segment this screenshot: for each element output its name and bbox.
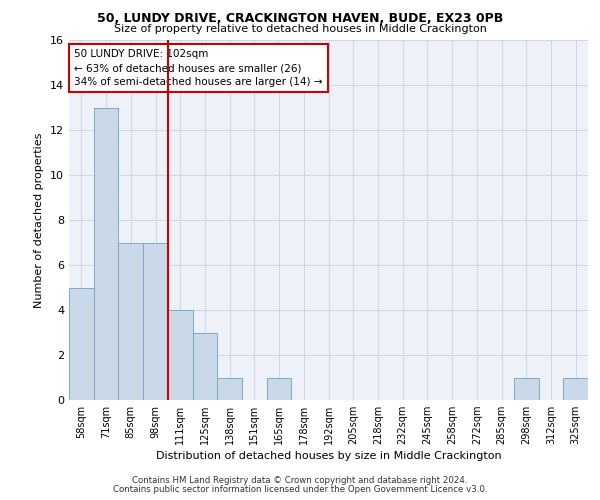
Text: 50, LUNDY DRIVE, CRACKINGTON HAVEN, BUDE, EX23 0PB: 50, LUNDY DRIVE, CRACKINGTON HAVEN, BUDE… [97, 12, 503, 26]
Text: Contains HM Land Registry data © Crown copyright and database right 2024.: Contains HM Land Registry data © Crown c… [132, 476, 468, 485]
Text: Contains public sector information licensed under the Open Government Licence v3: Contains public sector information licen… [113, 485, 487, 494]
Text: 50 LUNDY DRIVE: 102sqm
← 63% of detached houses are smaller (26)
34% of semi-det: 50 LUNDY DRIVE: 102sqm ← 63% of detached… [74, 49, 323, 87]
Bar [193, 332, 217, 400]
Bar [168, 310, 193, 400]
Bar [69, 288, 94, 400]
Bar [118, 242, 143, 400]
X-axis label: Distribution of detached houses by size in Middle Crackington: Distribution of detached houses by size … [155, 452, 502, 462]
Bar [143, 242, 168, 400]
Bar [267, 378, 292, 400]
Bar [563, 378, 588, 400]
Bar [514, 378, 539, 400]
Text: Size of property relative to detached houses in Middle Crackington: Size of property relative to detached ho… [113, 24, 487, 34]
Bar [217, 378, 242, 400]
Y-axis label: Number of detached properties: Number of detached properties [34, 132, 44, 308]
Bar [94, 108, 118, 400]
